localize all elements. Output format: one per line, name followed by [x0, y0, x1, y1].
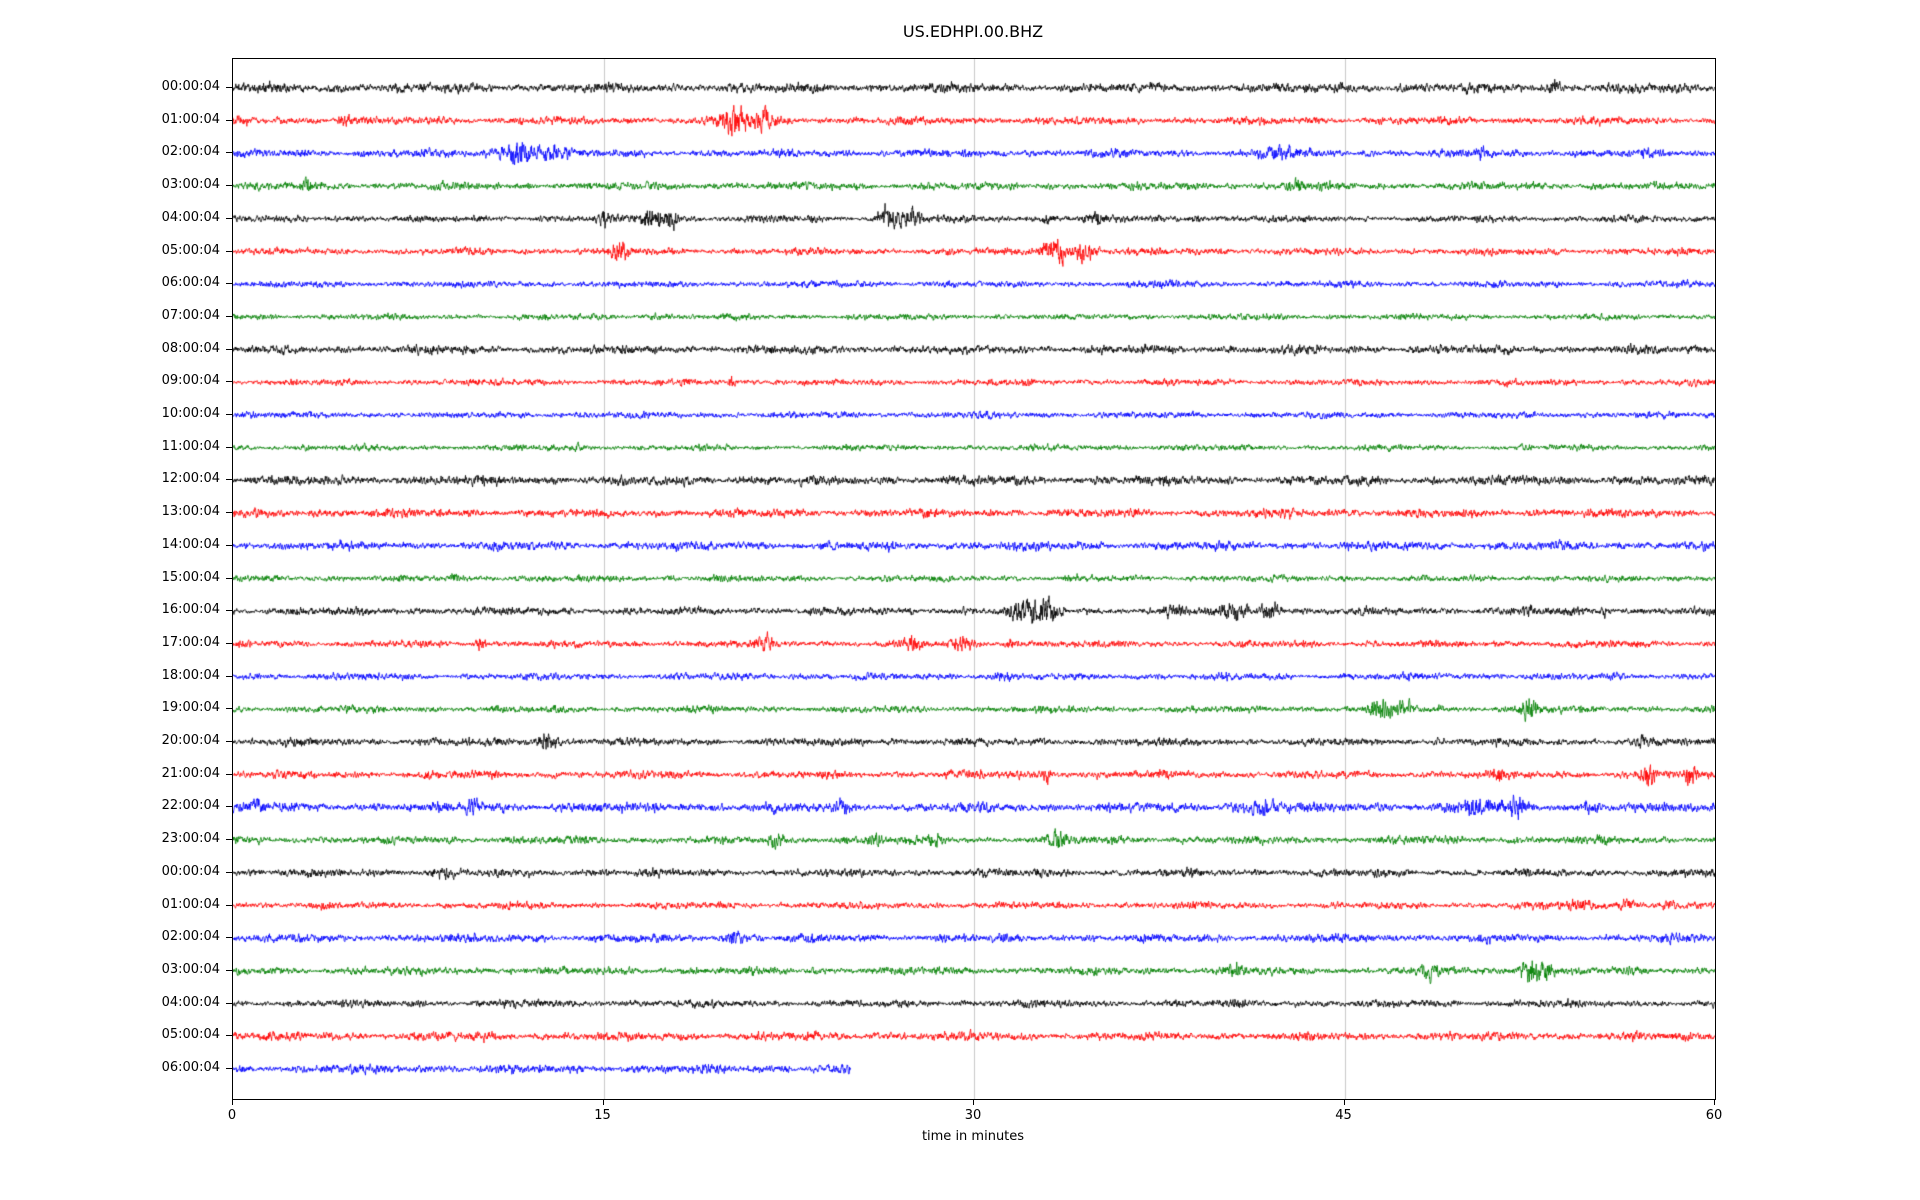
x-tick-mark: [1343, 1099, 1345, 1105]
y-tick-label: 01:00:04: [161, 111, 220, 127]
y-tick-mark: [226, 1002, 232, 1004]
y-tick-label: 00:00:04: [161, 863, 220, 879]
y-tick-label: 03:00:04: [161, 177, 220, 193]
y-tick-label: 09:00:04: [161, 373, 220, 389]
y-tick-mark: [226, 806, 232, 808]
y-tick-mark: [226, 283, 232, 285]
y-tick-mark: [226, 479, 232, 481]
y-tick-label: 06:00:04: [161, 1060, 220, 1075]
x-tick-label: 45: [1335, 1108, 1352, 1123]
y-tick-mark: [226, 348, 232, 350]
y-tick-mark: [226, 773, 232, 775]
trace-canvas: [233, 59, 1715, 1099]
y-tick-label: 02:00:04: [161, 144, 220, 160]
y-tick-label: 12:00:04: [161, 471, 220, 487]
y-tick-label: 11:00:04: [161, 438, 220, 454]
y-tick-mark: [226, 708, 232, 710]
x-axis-label: time in minutes: [921, 1129, 1025, 1144]
y-tick-label: 15:00:04: [161, 569, 220, 585]
y-tick-mark: [226, 217, 232, 219]
y-tick-mark: [226, 675, 232, 677]
x-tick-mark: [602, 1099, 604, 1105]
helicorder-plot: [232, 58, 1716, 1100]
y-tick-mark: [226, 839, 232, 841]
x-tick-label: 30: [964, 1108, 982, 1123]
y-tick-label: 04:00:04: [161, 994, 220, 1010]
y-tick-label: 04:00:04: [161, 209, 220, 225]
y-tick-label: 05:00:04: [161, 242, 220, 258]
y-tick-mark: [226, 446, 232, 448]
y-tick-label: 21:00:04: [161, 765, 220, 781]
y-tick-mark: [226, 185, 232, 187]
y-tick-label: 01:00:04: [161, 896, 220, 912]
y-tick-mark: [226, 937, 232, 939]
x-tick-mark: [1714, 1099, 1715, 1105]
y-tick-mark: [226, 152, 232, 154]
y-tick-label: 00:00:04: [161, 79, 220, 94]
y-tick-mark: [226, 512, 232, 514]
y-tick-label: 03:00:04: [161, 961, 220, 977]
y-tick-mark: [226, 610, 232, 612]
y-tick-label: 16:00:04: [161, 602, 220, 618]
y-tick-label: 02:00:04: [161, 929, 220, 945]
y-tick-mark: [226, 642, 232, 644]
x-tick-label: 60: [1705, 1108, 1723, 1123]
y-tick-mark: [226, 904, 232, 906]
y-tick-label: 20:00:04: [161, 733, 220, 748]
y-tick-mark: [226, 315, 232, 317]
y-tick-label: 18:00:04: [161, 667, 220, 683]
x-tick-mark: [973, 1099, 974, 1105]
y-tick-label: 07:00:04: [161, 307, 220, 323]
x-axis: time in minutes 0 15 30 45 60: [228, 1099, 1722, 1159]
y-tick-mark: [226, 250, 232, 252]
y-tick-mark: [226, 871, 232, 873]
y-tick-label: 14:00:04: [161, 536, 220, 552]
y-tick-label: 10:00:04: [161, 406, 220, 421]
y-tick-label: 22:00:04: [161, 798, 220, 814]
y-tick-label: 08:00:04: [161, 340, 220, 356]
y-tick-label: 13:00:04: [161, 504, 220, 520]
x-tick-label: 15: [594, 1108, 611, 1123]
x-tick-label: 0: [227, 1108, 237, 1123]
y-tick-mark: [226, 741, 232, 742]
y-tick-label: 05:00:04: [161, 1027, 220, 1043]
y-tick-mark: [226, 119, 232, 121]
y-tick-mark: [226, 577, 232, 579]
y-tick-mark: [226, 87, 232, 88]
y-tick-mark: [226, 969, 232, 971]
page-title: US.EDHPI.00.BHZ: [902, 22, 1044, 41]
y-tick-label: 06:00:04: [161, 275, 220, 291]
y-tick-label: 23:00:04: [161, 831, 220, 847]
y-tick-mark: [226, 381, 232, 383]
y-tick-mark: [226, 1035, 232, 1037]
y-tick-mark: [226, 1068, 232, 1069]
y-tick-mark: [226, 544, 232, 546]
y-axis: 00:00:04 01:00:04 02:00:04 03:00:04 04:00:04…: [0, 58, 232, 1098]
y-tick-mark: [226, 414, 232, 415]
x-tick-mark: [232, 1099, 233, 1105]
y-tick-label: 17:00:04: [161, 634, 220, 650]
y-tick-label: 19:00:04: [161, 700, 220, 716]
